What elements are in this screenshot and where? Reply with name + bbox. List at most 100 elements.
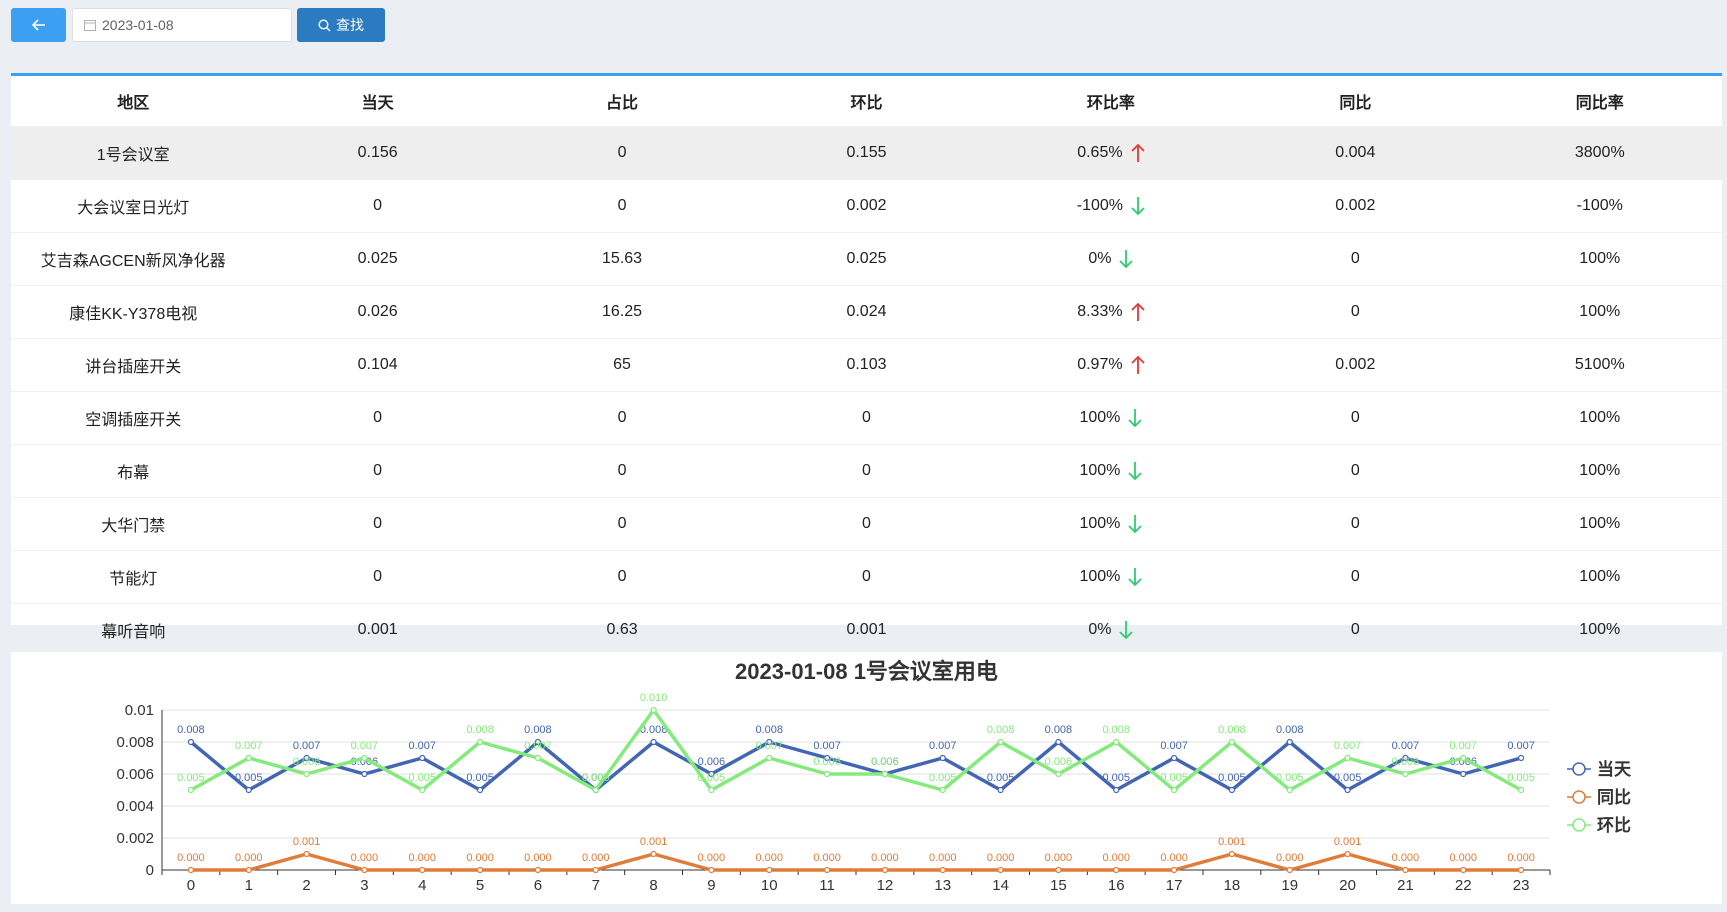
x-tick-label: 6 (534, 877, 542, 894)
data-label: 0.000 (929, 852, 957, 864)
data-label: 0.005 (929, 772, 957, 784)
cell-text: 16.25 (602, 303, 643, 320)
cell-mom: 0.103 (744, 339, 988, 392)
table-row[interactable]: 1号会议室 0.156 0 0.155 0.65% 0.004 3800% (11, 126, 1722, 180)
x-tick-label: 4 (418, 877, 426, 894)
cell-mom: 0 (744, 551, 988, 604)
cell-mom-rate: 100% (989, 392, 1233, 445)
data-point (1055, 866, 1062, 874)
cell-yoy: 0.002 (1233, 339, 1477, 392)
back-button[interactable] (11, 8, 66, 42)
cell-yoy: 0 (1233, 445, 1477, 498)
data-point (303, 770, 310, 778)
cell-text: 0 (1350, 409, 1360, 426)
data-point (1170, 866, 1178, 874)
data-point (708, 770, 715, 778)
data-point (476, 866, 484, 874)
cell-text: 0.026 (357, 303, 398, 320)
table-row[interactable]: 讲台插座开关 0.104 65 0.103 0.97% 0.002 5100% (11, 338, 1722, 392)
cell-text: 100% (1579, 462, 1621, 479)
data-point (245, 754, 252, 762)
data-point (823, 754, 831, 762)
table-row[interactable]: 幕听音响 0.001 0.63 0.001 0% 0 100% (11, 603, 1722, 657)
data-point (650, 706, 657, 714)
cell-text: 8.33% (1077, 303, 1123, 321)
data-label: 0.001 (293, 836, 321, 848)
cell-yoy-rate: 100% (1478, 498, 1722, 551)
cell-mom-rate: 100% (989, 445, 1233, 498)
cell-text: 0 (617, 144, 627, 161)
cell-mom: 0 (744, 498, 988, 551)
cell-text: 100% (1079, 409, 1121, 427)
table-body: 1号会议室 0.156 0 0.155 0.65% 0.004 3800% 大会议室日光灯 0 0… (11, 126, 1722, 657)
cell-text: 0 (617, 462, 627, 479)
data-point (1517, 866, 1525, 874)
cell-name: 幕听音响 (11, 604, 255, 657)
cell-text: 0 (373, 409, 383, 426)
data-label: 0.007 (524, 740, 552, 752)
cell-yoy-rate: 100% (1478, 604, 1722, 657)
data-label: 0.000 (351, 852, 379, 864)
y-tick-label: 0.004 (116, 798, 154, 815)
column-header: 环比 (850, 95, 883, 112)
cell-text: 0.024 (846, 303, 887, 320)
data-label: 0.007 (813, 740, 841, 752)
cell-today: 0 (255, 392, 499, 445)
data-point (187, 786, 195, 794)
cell-text: 100% (1579, 250, 1621, 267)
data-point (1055, 738, 1062, 746)
cell-yoy-rate: 100% (1478, 233, 1722, 286)
x-tick-label: 23 (1513, 877, 1530, 894)
data-label: 0.000 (466, 852, 494, 864)
table-row[interactable]: 大华门禁 0 0 0 100% 0 100% (11, 497, 1722, 551)
data-point (1113, 866, 1120, 874)
data-point (303, 754, 310, 762)
data-label: 0.006 (871, 756, 899, 768)
data-label: 0.006 (1045, 756, 1073, 768)
data-point (997, 866, 1004, 874)
cell-ratio: 0.63 (500, 604, 744, 657)
table-row[interactable]: 布幕 0 0 0 100% 0 100% (11, 444, 1722, 498)
data-label: 0.005 (1334, 772, 1362, 784)
search-button[interactable]: 查找 (297, 8, 385, 42)
cell-yoy: 0 (1233, 498, 1477, 551)
data-point (1286, 786, 1293, 794)
cell-ratio: 15.63 (500, 233, 744, 286)
table-row[interactable]: 空调插座开关 0 0 0 100% 0 100% (11, 391, 1722, 445)
data-label: 0.000 (755, 852, 783, 864)
data-point (823, 770, 831, 778)
cell-mom-rate: 0% (989, 604, 1233, 657)
search-icon (318, 18, 331, 31)
cell-text: 0 (617, 568, 627, 585)
data-label: 0.007 (1334, 740, 1362, 752)
cell-text: 0.97% (1077, 356, 1123, 374)
cell-name: 艾吉森AGCEN新风净化器 (11, 233, 255, 286)
data-point (650, 850, 657, 858)
data-point (1402, 866, 1409, 874)
data-label: 0.005 (177, 772, 205, 784)
date-picker[interactable]: 2023-01-08 (72, 8, 292, 42)
cell-text: 大会议室日光灯 (77, 200, 190, 217)
cell-name: 空调插座开关 (11, 392, 255, 445)
y-tick-label: 0 (146, 862, 154, 879)
y-tick-label: 0.002 (116, 830, 154, 847)
x-tick-label: 9 (707, 877, 715, 894)
x-tick-label: 19 (1281, 877, 1298, 894)
cell-text: 5100% (1574, 356, 1625, 373)
table-row[interactable]: 节能灯 0 0 0 100% 0 100% (11, 550, 1722, 604)
column-header: 占比 (606, 95, 639, 112)
data-table-card: 地区 当天 占比 环比 环比率 同比 同比率 1号会议室 0.156 0 0.155 0.65% 0.… (11, 73, 1722, 641)
data-label: 0.000 (1160, 852, 1188, 864)
cell-text: 0 (1350, 303, 1360, 320)
cell-yoy: 0 (1233, 286, 1477, 339)
table-row[interactable]: 大会议室日光灯 0 0 0.002 -100% 0.002 -100% (11, 179, 1722, 233)
data-point (939, 786, 946, 794)
data-label: 0.000 (235, 852, 263, 864)
data-label: 0.005 (235, 772, 263, 784)
arrow-up-icon (1130, 302, 1145, 321)
cell-text: 0% (1088, 250, 1112, 268)
data-point (419, 866, 426, 874)
table-row[interactable]: 艾吉森AGCEN新风净化器 0.025 15.63 0.025 0% 0 100% (11, 232, 1722, 286)
data-point (881, 866, 889, 874)
table-row[interactable]: 康佳KK-Y378电视 0.026 16.25 0.024 8.33% 0 100% (11, 285, 1722, 339)
